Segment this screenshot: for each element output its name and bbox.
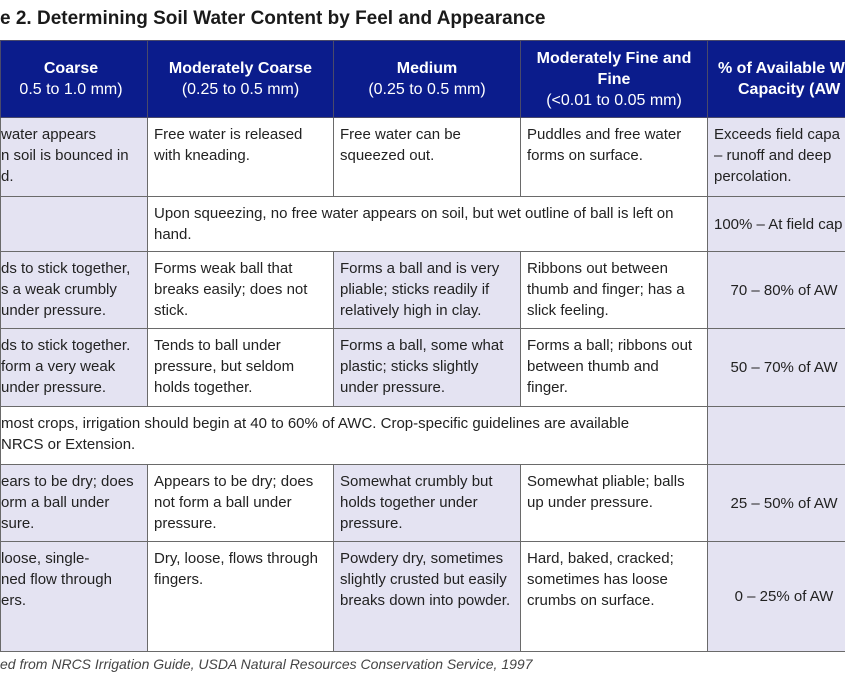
cell: Appears to be dry; does not form a ball … [147,464,334,542]
cell: Puddles and free water forms on surface. [520,117,708,197]
cell: Somewhat crumbly but holds together unde… [333,464,521,542]
header-awc: % of Available W Capacity (AW [707,40,845,118]
table-row: Upon squeezing, no free water appears on… [0,196,845,252]
cell [707,406,845,465]
cell: 70 – 80% of AW [707,251,845,329]
cell: Ribbons out between thumb and finger; ha… [520,251,708,329]
cell [0,196,148,252]
cell: Exceeds field capa – runoff and deep per… [707,117,845,197]
soil-water-table: Coarse 0.5 to 1.0 mm) Moderately Coarse (0… [0,40,845,652]
header-moderately-fine: Moderately Fine and Fine (<0.01 to 0.05 m… [520,40,708,118]
cell: Forms a ball and is very pliable; sticks… [333,251,521,329]
merged-cell: Upon squeezing, no free water appears on… [147,196,708,252]
cell: Somewhat pliable; balls up under pressur… [520,464,708,542]
table-row: loose, single- ned flow through ers. Dry… [0,541,845,652]
table-row: ears to be dry; does orm a ball under su… [0,464,845,542]
cell: Hard, baked, cracked; sometimes has loos… [520,541,708,652]
cell: Tends to ball under pressure, but seldom… [147,328,334,407]
header-moderately-coarse: Moderately Coarse (0.25 to 0.5 mm) [147,40,334,118]
cell: ears to be dry; does orm a ball under su… [0,464,148,542]
table-row: water appears n soil is bounced in d. Fr… [0,117,845,197]
cell: Forms weak ball that breaks easily; does… [147,251,334,329]
header-medium: Medium (0.25 to 0.5 mm) [333,40,521,118]
cell: loose, single- ned flow through ers. [0,541,148,652]
table-row: most crops, irrigation should begin at 4… [0,406,845,465]
cell: ds to stick together. form a very weak u… [0,328,148,407]
cell: 0 – 25% of AW [707,541,845,652]
note-cell: most crops, irrigation should begin at 4… [0,406,708,465]
table-row: ds to stick together, s a weak crumbly u… [0,251,845,329]
cell: water appears n soil is bounced in d. [0,117,148,197]
cell: ds to stick together, s a weak crumbly u… [0,251,148,329]
table-title: e 2. Determining Soil Water Content by F… [0,8,546,29]
cell: Forms a ball; ribbons out between thumb … [520,328,708,407]
header-coarse: Coarse 0.5 to 1.0 mm) [0,40,148,118]
cell: Forms a ball, some what plastic; sticks … [333,328,521,407]
cell: 50 – 70% of AW [707,328,845,407]
cell: 100% – At field cap [707,196,845,252]
table-row: ds to stick together. form a very weak u… [0,328,845,407]
source-footnote: ed from NRCS Irrigation Guide, USDA Natu… [0,656,533,672]
cell: 25 – 50% of AW [707,464,845,542]
cell: Powdery dry, sometimes slightly crusted … [333,541,521,652]
cell: Free water can be squeezed out. [333,117,521,197]
header-row: Coarse 0.5 to 1.0 mm) Moderately Coarse (0… [0,40,845,118]
cell: Dry, loose, flows through fingers. [147,541,334,652]
cell: Free water is released with kneading. [147,117,334,197]
